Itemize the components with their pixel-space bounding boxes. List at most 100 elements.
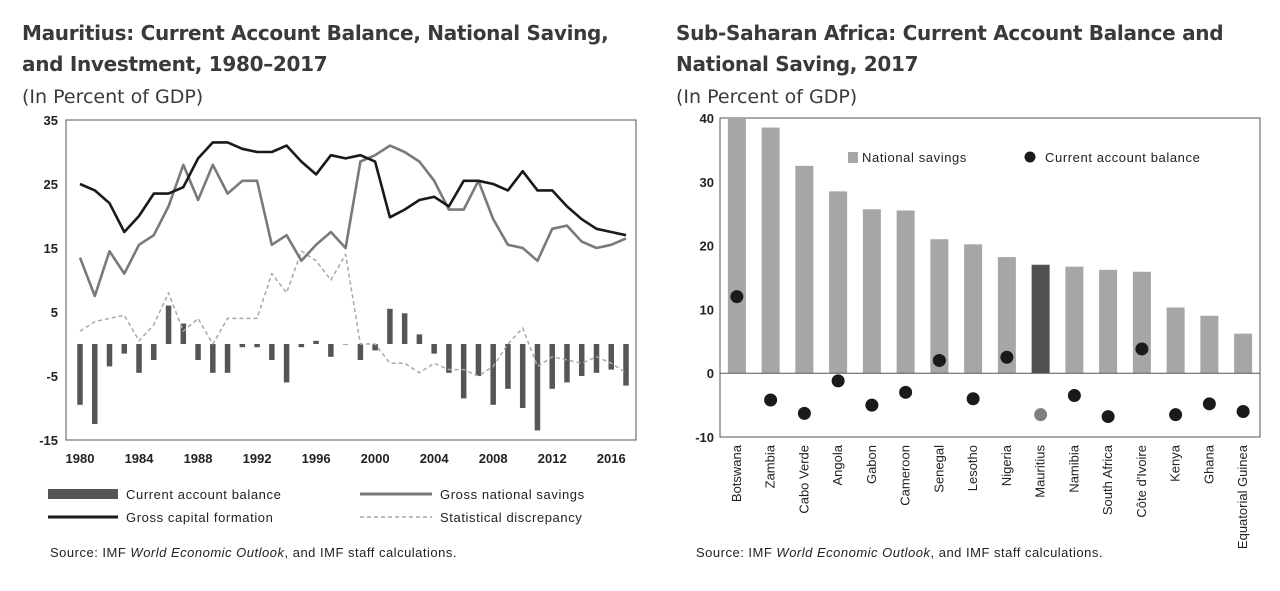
current-account-bar <box>578 344 585 376</box>
left-chart-subtitle: (In Percent of GDP) <box>22 86 204 108</box>
right-title-line1: Sub-Saharan Africa: Current Account Bala… <box>676 21 1224 45</box>
current-account-dot <box>1034 408 1048 422</box>
legend-current-account-swatch <box>1024 151 1036 163</box>
current-account-bar <box>564 344 570 383</box>
legend-national-savings-swatch <box>848 152 858 163</box>
category-label: Nigeria <box>999 444 1014 486</box>
current-account-dot <box>1135 342 1149 356</box>
y-tick-label: 0 <box>707 366 714 381</box>
category-label: Namibia <box>1066 444 1081 492</box>
y-tick-label: 15 <box>44 241 58 256</box>
current-account-bar <box>416 334 423 344</box>
x-tick-label: 2016 <box>597 451 626 466</box>
category-label: Cabo Verde <box>796 445 811 514</box>
y-tick-label: 10 <box>700 302 714 317</box>
current-account-dot <box>1000 350 1014 364</box>
x-tick-label: 1988 <box>184 451 213 466</box>
right-chart-panel: Sub-Saharan Africa: Current Account Bala… <box>660 0 1280 591</box>
current-account-bar <box>269 344 275 360</box>
legend-current-account-label: Current account balance <box>1045 150 1200 165</box>
category-label: Lesotho <box>965 445 980 491</box>
current-account-dot <box>932 353 946 367</box>
current-account-dot <box>730 290 744 304</box>
right-chart-subtitle: (In Percent of GDP) <box>676 86 858 108</box>
gross-capital-formation-line <box>79 141 627 237</box>
category-label: Côte d'Ivoire <box>1134 445 1149 518</box>
y-tick-label: 20 <box>700 239 714 254</box>
y-tick-label: 35 <box>44 113 58 128</box>
current-account-bar <box>342 344 349 345</box>
left-title-line1: Mauritius: Current Account Balance, Nati… <box>22 21 609 45</box>
national-savings-bar <box>964 244 983 374</box>
current-account-dot <box>1202 397 1216 411</box>
current-account-bar <box>460 344 467 399</box>
national-savings-bar <box>997 257 1016 374</box>
current-account-dot <box>966 392 980 406</box>
left-source-suffix: , and IMF staff calculations. <box>284 545 457 560</box>
legend-gross-national-savings-label: Gross national savings <box>440 487 585 502</box>
y-tick-label: -10 <box>695 430 714 445</box>
national-savings-bar <box>896 210 915 374</box>
left-source-prefix: Source: IMF <box>50 545 131 560</box>
current-account-bar <box>283 344 290 383</box>
national-savings-bar <box>930 239 949 374</box>
current-account-bar <box>593 344 600 373</box>
x-tick-label: 1984 <box>125 451 155 466</box>
left-chart-title: Mauritius: Current Account Balance, Nati… <box>22 18 609 80</box>
current-account-bar <box>519 344 526 408</box>
national-savings-bar <box>1234 333 1253 374</box>
gross-national-savings-line <box>78 144 627 298</box>
current-account-bar <box>534 344 541 431</box>
current-account-bar <box>490 344 496 405</box>
x-tick-label: 1992 <box>243 451 272 466</box>
category-label: Angola <box>830 444 845 485</box>
left-title-line2: and Investment, 1980–2017 <box>22 52 328 76</box>
national-savings-bar <box>727 118 746 374</box>
left-source-note: Source: IMF World Economic Outlook, and … <box>50 545 457 560</box>
left-plot-frame <box>65 119 637 441</box>
right-chart-svg: -10 0 10 20 30 40 Botswana Zambia Cabo Verde Ango… <box>695 111 1261 549</box>
current-account-bar <box>431 344 437 354</box>
national-savings-bar <box>795 165 814 374</box>
current-account-bar <box>210 344 216 373</box>
y-tick-label: -15 <box>39 433 58 448</box>
current-account-bar <box>608 344 614 370</box>
category-label: Senegal <box>931 445 946 493</box>
category-label: Mauritius <box>1033 445 1048 498</box>
current-account-dot <box>1169 408 1183 422</box>
category-label: Equatorial Guinea <box>1235 444 1250 549</box>
right-chart-title: Sub-Saharan Africa: Current Account Bala… <box>676 18 1224 80</box>
x-tick-label: 2012 <box>538 451 567 466</box>
right-title-line2: National Saving, 2017 <box>676 52 919 76</box>
national-savings-bar <box>1132 271 1151 374</box>
category-label: Kenya <box>1168 444 1183 482</box>
current-account-bar <box>623 344 629 386</box>
current-account-dot <box>899 385 913 399</box>
current-account-bar <box>195 344 201 360</box>
y-tick-label: 40 <box>700 111 714 126</box>
current-account-bar <box>387 308 393 344</box>
current-account-bar <box>298 344 305 348</box>
current-account-bar <box>136 344 142 373</box>
current-account-bar <box>151 344 157 360</box>
current-account-bar <box>549 344 555 389</box>
national-savings-bar <box>1031 264 1050 374</box>
national-savings-bar <box>1200 315 1219 374</box>
national-savings-bar <box>761 127 780 374</box>
x-tick-label: 2000 <box>361 451 390 466</box>
legend-current-account-label: Current account balance <box>126 487 281 502</box>
national-savings-bar <box>862 209 881 374</box>
x-tick-label: 2008 <box>479 451 508 466</box>
y-tick-label: 25 <box>44 177 58 192</box>
current-account-dot <box>797 406 811 420</box>
left-chart-svg: -15 -5 5 15 25 35 1980 1984 1988 1992 1996 2000 2004… <box>39 113 637 525</box>
right-source-italic: World Economic Outlook <box>776 545 931 560</box>
left-source-italic: World Economic Outlook <box>130 545 285 560</box>
national-savings-bar <box>1065 266 1084 374</box>
national-savings-bar <box>1166 307 1185 374</box>
current-account-dot <box>1101 410 1115 424</box>
national-savings-bar <box>1099 269 1118 374</box>
right-source-suffix: , and IMF staff calculations. <box>930 545 1103 560</box>
legend-current-account-swatch <box>48 489 118 499</box>
category-label: Zambia <box>763 444 778 488</box>
